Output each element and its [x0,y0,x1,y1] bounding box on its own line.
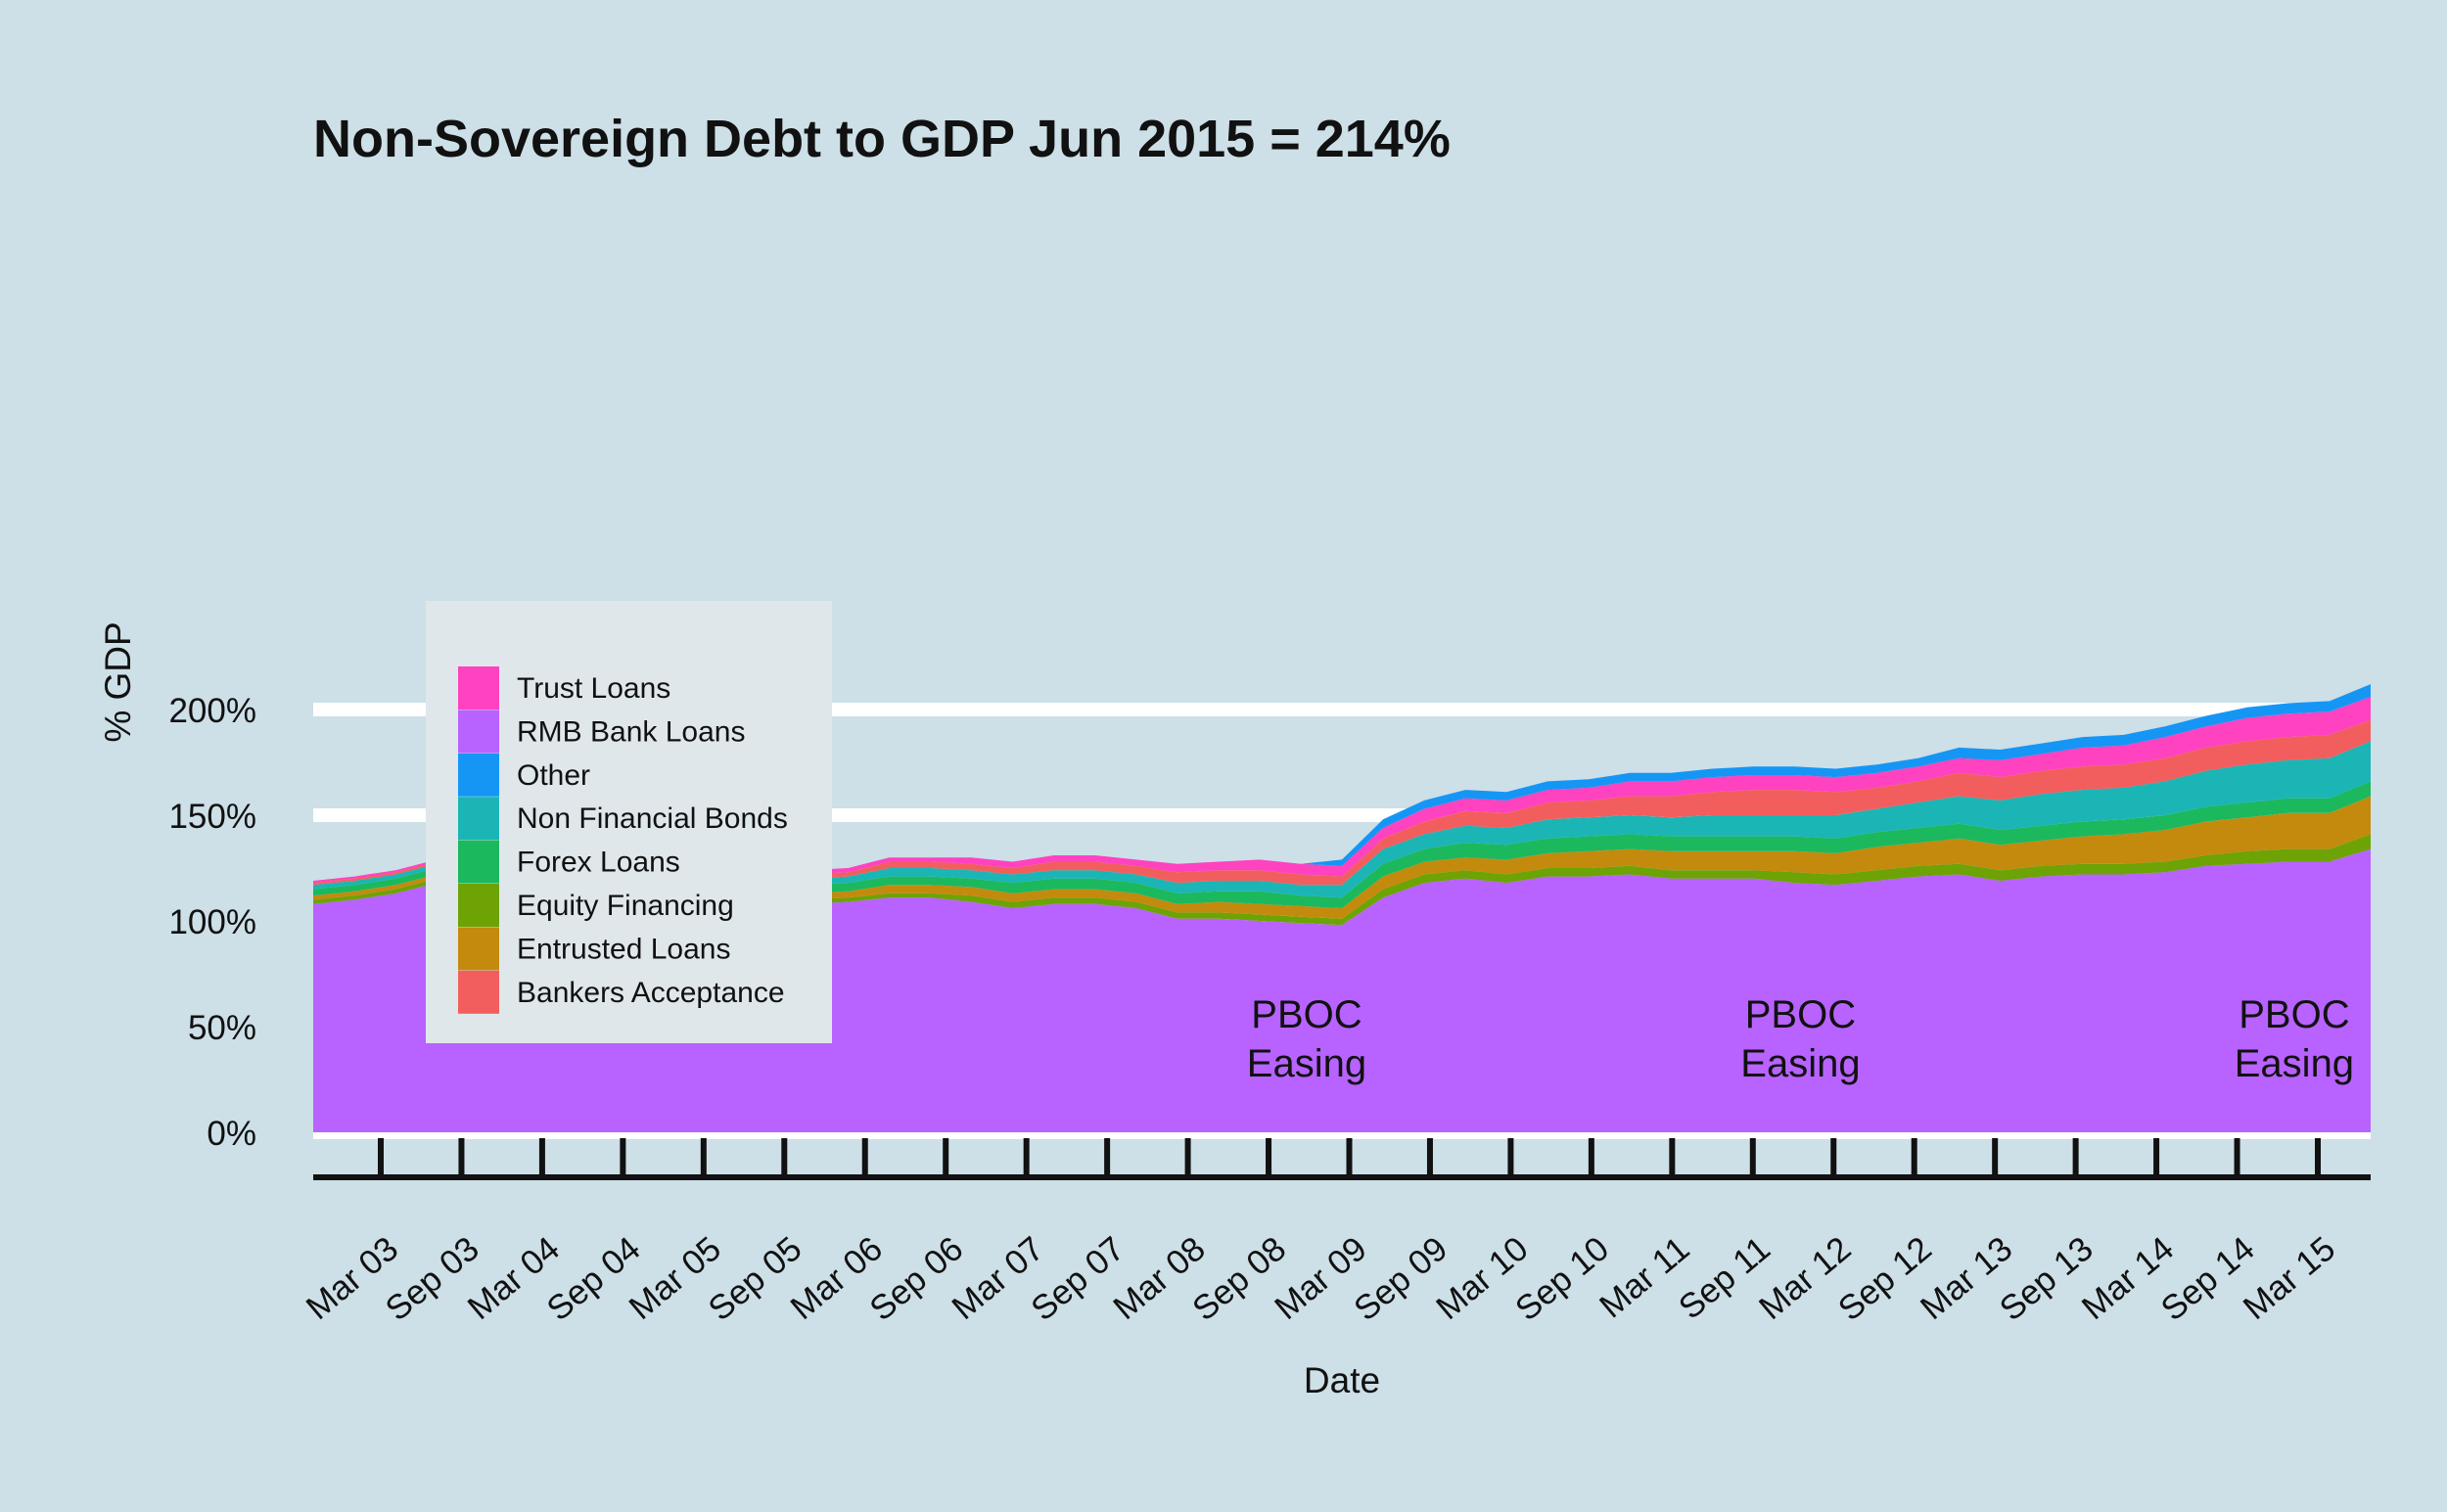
area-entrusted-loans [313,796,2371,919]
annotation-pboc-easing: Easing [1247,1042,1366,1085]
annotation-pboc-easing: Easing [1740,1042,1860,1085]
legend-label-equity-financing: Equity Financing [517,890,734,922]
y-tick-label: 200% [168,692,256,730]
legend-label-trust-loans: Trust Loans [517,672,670,705]
legend-swatch-rmb-bank-loans [458,710,499,754]
chart-title: Non-Sovereign Debt to GDP Jun 2015 = 214… [313,110,1451,168]
legend-swatch-equity-financing [458,884,499,927]
y-tick-label: 150% [168,798,256,836]
legend: Trust Loans RMB Bank Loans Other Non Financ… [426,601,832,1043]
legend-swatch-forex-loans [458,840,499,884]
x-axis-title: Date [1304,1360,1380,1400]
legend-label-other: Other [517,759,590,792]
legend-label-bankers-acceptance: Bankers Acceptance [517,977,785,1009]
legend-swatch-non-financial-bonds [458,797,499,841]
legend-swatch-trust-loans [458,666,499,710]
area-non-financial-bonds [313,741,2371,898]
annotations: PBOC Easing PBOC Easing PBOC Easing [1247,993,2354,1085]
legend-label-non-financial-bonds: Non Financial Bonds [517,802,788,835]
annotation-pboc-easing: PBOC [1251,993,1362,1036]
y-tick-label: 0% [207,1115,256,1153]
legend-label-rmb-bank-loans: RMB Bank Loans [517,715,745,748]
annotation-pboc-easing: PBOC [2239,993,2349,1036]
y-axis: 0% 50% 100% 150% 200% [168,692,256,1153]
legend-label-forex-loans: Forex Loans [517,847,680,879]
legend-label-entrusted-loans: Entrusted Loans [517,933,730,965]
legend-swatch-other [458,753,499,797]
legend-swatch-bankers-acceptance [458,970,499,1014]
annotation-pboc-easing: PBOC [1745,993,1856,1036]
annotation-pboc-easing: Easing [2235,1042,2354,1085]
y-tick-label: 100% [168,903,256,941]
y-axis-title: % GDP [98,621,138,742]
legend-swatch-entrusted-loans [458,927,499,971]
y-tick-label: 50% [188,1009,256,1047]
